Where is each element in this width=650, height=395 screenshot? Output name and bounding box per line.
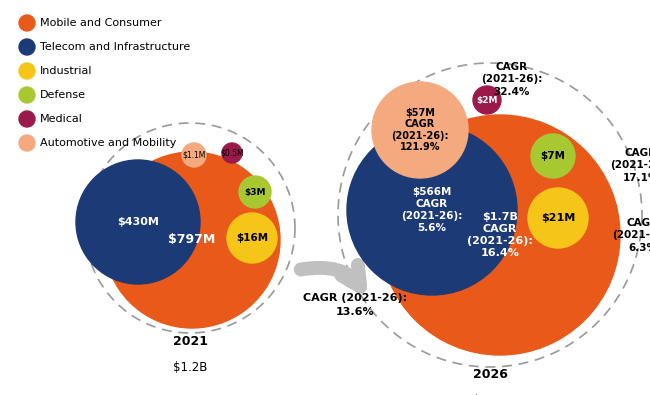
Text: $0.5M: $0.5M (220, 149, 244, 158)
Text: Industrial: Industrial (40, 66, 92, 76)
Circle shape (528, 188, 588, 248)
Circle shape (182, 143, 206, 167)
Text: $21M: $21M (541, 213, 575, 223)
Text: $2M: $2M (476, 96, 498, 105)
Circle shape (380, 115, 620, 355)
Circle shape (19, 39, 35, 55)
Text: CAGR
(2021-26):
17.1%: CAGR (2021-26): 17.1% (610, 148, 650, 183)
Text: $7M: $7M (541, 151, 566, 161)
Circle shape (473, 86, 501, 114)
Text: CAGR
(2021-26):
6.3%: CAGR (2021-26): 6.3% (612, 218, 650, 253)
Circle shape (531, 134, 575, 178)
Circle shape (347, 125, 517, 295)
Text: Automotive and Mobility: Automotive and Mobility (40, 138, 176, 148)
Circle shape (19, 111, 35, 127)
Text: 2026: 2026 (473, 368, 508, 381)
Text: CAGR (2021-26):
13.6%: CAGR (2021-26): 13.6% (303, 293, 407, 317)
Text: $1.2B: $1.2B (173, 361, 207, 374)
Circle shape (19, 135, 35, 151)
Text: $430M: $430M (117, 217, 159, 227)
Circle shape (372, 82, 468, 178)
Text: $566M
CAGR
(2021-26):
5.6%: $566M CAGR (2021-26): 5.6% (401, 187, 463, 233)
Text: Medical: Medical (40, 114, 83, 124)
Text: $3M: $3M (244, 188, 266, 196)
Text: Defense: Defense (40, 90, 86, 100)
Text: $2.4B: $2.4B (473, 394, 507, 395)
Circle shape (19, 87, 35, 103)
Circle shape (76, 160, 200, 284)
Text: $57M
CAGR
(2021-26):
121.9%: $57M CAGR (2021-26): 121.9% (391, 107, 448, 152)
Circle shape (239, 176, 271, 208)
Circle shape (222, 143, 242, 163)
Text: 2021: 2021 (172, 335, 207, 348)
Text: $1.1M: $1.1M (182, 150, 205, 160)
Text: CAGR
(2021-26):
32.4%: CAGR (2021-26): 32.4% (481, 62, 543, 97)
Circle shape (104, 152, 280, 328)
Text: $797M: $797M (168, 233, 216, 246)
Text: Mobile and Consumer: Mobile and Consumer (40, 18, 161, 28)
Text: $16M: $16M (236, 233, 268, 243)
Circle shape (227, 213, 277, 263)
Circle shape (19, 63, 35, 79)
Text: Telecom and Infrastructure: Telecom and Infrastructure (40, 42, 190, 52)
Circle shape (19, 15, 35, 31)
Text: $1.7B
CAGR
(2021-26):
16.4%: $1.7B CAGR (2021-26): 16.4% (467, 212, 533, 258)
